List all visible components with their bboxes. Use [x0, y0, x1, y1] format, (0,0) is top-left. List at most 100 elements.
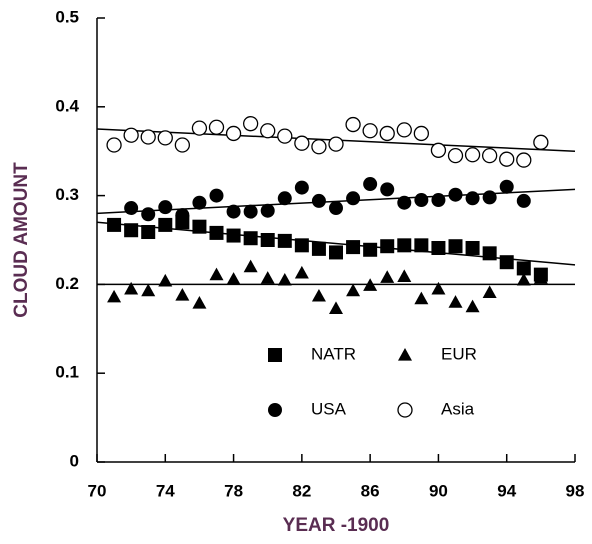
- data-point: [294, 238, 309, 253]
- data-point: [192, 219, 207, 234]
- x-tick-label: 78: [224, 481, 243, 500]
- data-point: [499, 151, 515, 167]
- data-point: [260, 203, 275, 218]
- data-point: [397, 269, 412, 283]
- data-point: [430, 142, 447, 158]
- data-point: [141, 283, 156, 297]
- data-point: [209, 188, 224, 203]
- y-tick-label: 0.5: [55, 7, 79, 26]
- x-tick-label: 98: [566, 481, 585, 500]
- data-point: [260, 123, 276, 139]
- data-point: [311, 241, 326, 256]
- data-point: [277, 128, 293, 144]
- data-point: [499, 255, 514, 270]
- data-point: [106, 137, 122, 153]
- data-point: [533, 271, 548, 284]
- data-point: [414, 291, 429, 305]
- x-tick-label: 90: [429, 481, 448, 500]
- data-point: [107, 217, 122, 232]
- data-point: [482, 246, 497, 261]
- data-point: [158, 273, 173, 287]
- data-point: [226, 272, 241, 285]
- data-point: [328, 136, 344, 152]
- data-point: [277, 272, 292, 286]
- data-point: [294, 135, 310, 151]
- data-point: [533, 134, 549, 150]
- data-point: [123, 127, 139, 143]
- y-tick-label: 0: [70, 451, 79, 470]
- y-tick-label: 0.3: [55, 185, 79, 204]
- legend-label: EUR: [441, 344, 477, 363]
- legend-marker: [397, 402, 413, 418]
- y-tick-label: 0.1: [55, 363, 79, 382]
- data-point: [243, 231, 258, 246]
- data-point: [481, 147, 498, 164]
- data-point: [380, 239, 395, 254]
- data-point: [141, 207, 156, 222]
- data-point: [158, 200, 173, 215]
- data-point: [243, 259, 258, 273]
- data-point: [124, 223, 139, 238]
- data-point: [260, 233, 275, 247]
- x-tick-label: 94: [497, 481, 516, 500]
- data-point: [175, 288, 190, 301]
- data-point: [209, 267, 224, 281]
- data-point: [243, 204, 258, 219]
- data-point: [499, 179, 514, 194]
- data-point: [516, 152, 532, 168]
- data-point: [516, 193, 531, 208]
- data-point: [482, 190, 497, 205]
- data-point: [448, 187, 463, 202]
- data-point: [174, 137, 191, 153]
- x-tick-label: 70: [88, 481, 107, 500]
- data-point: [414, 193, 429, 208]
- legend-marker: [268, 348, 282, 362]
- data-point: [448, 295, 463, 308]
- x-tick-label: 82: [292, 481, 311, 500]
- data-point: [465, 191, 480, 206]
- data-point: [226, 204, 241, 219]
- data-point: [226, 228, 241, 243]
- data-point: [208, 119, 225, 135]
- data-point: [380, 182, 395, 197]
- data-point: [397, 195, 412, 210]
- data-point: [516, 272, 531, 286]
- y-tick-label: 0.4: [55, 96, 79, 115]
- data-point: [346, 283, 361, 297]
- data-point: [140, 129, 156, 145]
- data-point: [311, 193, 326, 208]
- data-point: [448, 239, 463, 254]
- data-point: [277, 191, 292, 206]
- data-point: [294, 180, 309, 195]
- data-point: [363, 177, 378, 192]
- data-point: [413, 125, 430, 142]
- data-point: [363, 242, 378, 257]
- data-point: [464, 147, 481, 163]
- data-point: [447, 147, 464, 164]
- data-point: [175, 208, 190, 223]
- data-point: [465, 299, 480, 313]
- legend-label: Asia: [441, 399, 475, 418]
- data-point: [107, 289, 122, 303]
- data-point: [346, 191, 361, 206]
- legend-label: USA: [311, 399, 347, 418]
- data-point: [191, 120, 208, 136]
- data-point: [158, 217, 173, 232]
- legend-label: NATR: [311, 344, 356, 363]
- data-point: [311, 288, 326, 302]
- data-point: [380, 270, 395, 283]
- data-point: [397, 238, 412, 253]
- data-point: [225, 125, 242, 142]
- data-point: [414, 238, 429, 253]
- data-point: [379, 125, 395, 142]
- data-point: [124, 281, 139, 295]
- data-point: [396, 122, 412, 138]
- data-point: [192, 296, 207, 309]
- legend-marker: [268, 403, 282, 417]
- data-point: [516, 261, 531, 276]
- x-tick-label: 86: [361, 481, 380, 500]
- data-point: [465, 240, 480, 255]
- y-axis-title: CLOUD AMOUNT: [11, 162, 32, 318]
- data-point: [209, 225, 224, 240]
